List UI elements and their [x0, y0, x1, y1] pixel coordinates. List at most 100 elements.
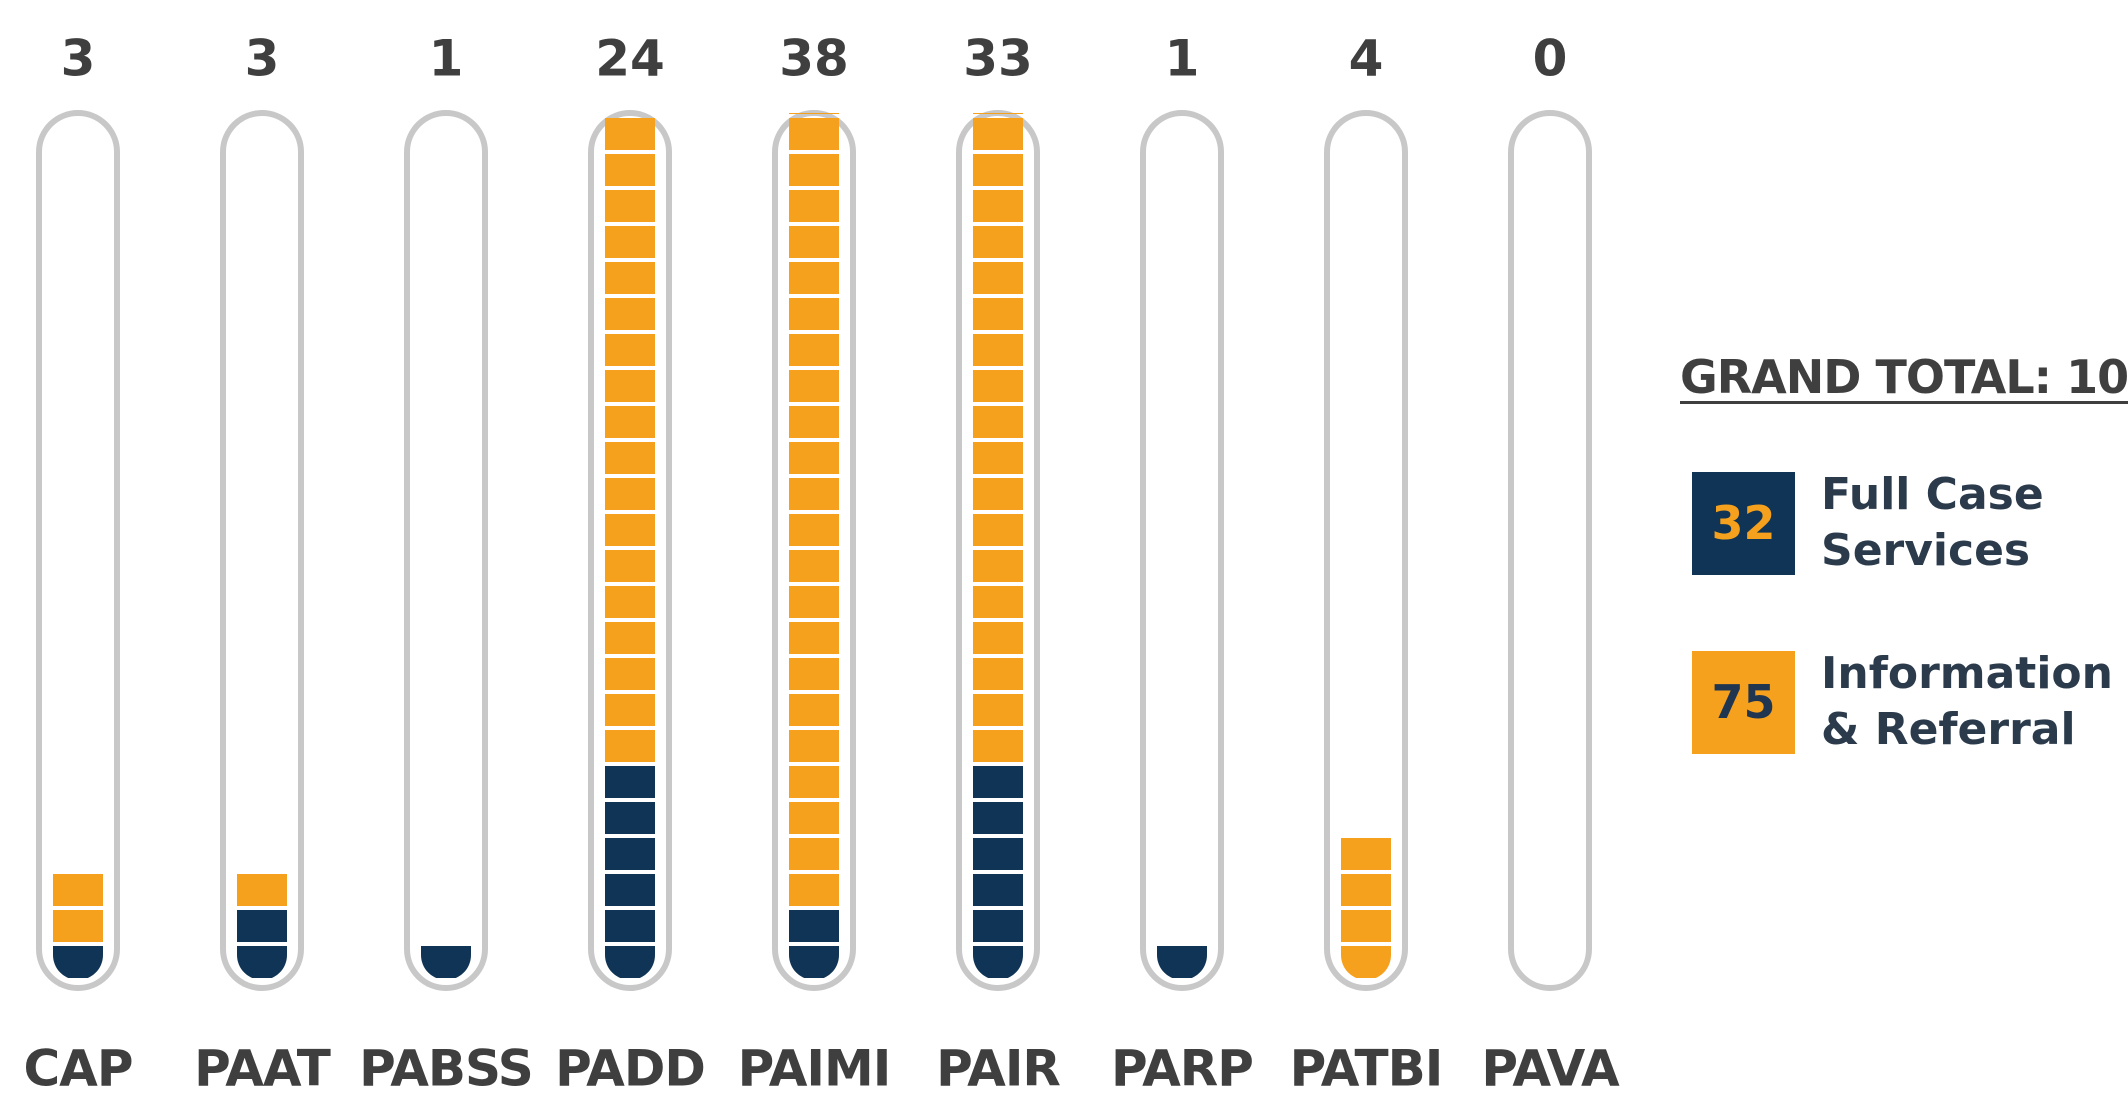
bar-pabss-full-case-services-1: [421, 946, 471, 978]
bar-padd-information-referral-1: [605, 730, 655, 762]
tube-paat: [220, 110, 304, 991]
bar-patbi-information-referral-1: [1341, 946, 1391, 978]
bar-padd-information-referral-18: [605, 118, 655, 150]
bar-patbi-information-referral-3: [1341, 874, 1391, 906]
bar-pair-information-referral-7: [973, 514, 1023, 546]
bar-cap-full-case-services-1: [53, 946, 103, 978]
bar-pair-full-case-services-3: [973, 874, 1023, 906]
totals-layer: 3 3 1 24 38 33 1 4 0: [61, 30, 1568, 88]
bar-pair-information-referral-6: [973, 550, 1023, 582]
bar-padd-information-referral-3: [605, 658, 655, 690]
bar-pair-information-referral-19: [973, 113, 1023, 114]
category-label-paat: PAAT: [194, 1040, 331, 1098]
bar-paat-full-case-services-2: [237, 910, 287, 942]
bar-pair-information-referral-1: [973, 730, 1023, 762]
bar-padd-information-referral-4: [605, 622, 655, 654]
bar-padd-information-referral-5: [605, 586, 655, 618]
category-label-padd: PADD: [555, 1040, 705, 1098]
bar-cap-information-referral-1: [53, 910, 103, 942]
total-label-padd: 24: [595, 30, 665, 88]
bar-padd-information-referral-8: [605, 478, 655, 510]
bar-paat-full-case-services-1: [237, 946, 287, 978]
fill-group-pabss: [421, 946, 471, 978]
fill-group-cap: [53, 874, 103, 978]
fill-group-paat: [237, 874, 287, 978]
fill-group-padd: [605, 118, 655, 978]
bar-pair-information-referral-15: [973, 226, 1023, 258]
bar-pair-information-referral-22: [973, 0, 1023, 6]
category-label-pabss: PABSS: [359, 1040, 533, 1098]
bar-padd-information-referral-14: [605, 262, 655, 294]
bar-paimi-information-referral-9: [789, 586, 839, 618]
bar-paimi-information-referral-2: [789, 838, 839, 870]
bar-paimi-information-referral-11: [789, 514, 839, 546]
legend-label-info-referral: Information & Referral: [1821, 648, 2113, 755]
legend-label-full-case: Full Case Services: [1821, 469, 2044, 576]
fill-group-patbi: [1341, 838, 1391, 978]
bar-pair-information-referral-14: [973, 262, 1023, 294]
bar-padd-information-referral-12: [605, 334, 655, 366]
bar-paimi-information-referral-23: [789, 113, 839, 114]
category-label-parp: PARP: [1111, 1040, 1253, 1098]
bar-pair-full-case-services-2: [973, 910, 1023, 942]
category-label-pava: PAVA: [1481, 1040, 1620, 1098]
bar-padd-information-referral-2: [605, 694, 655, 726]
bar-parp-full-case-services-1: [1157, 946, 1207, 978]
bar-paimi-information-referral-17: [789, 298, 839, 330]
bar-paimi-full-case-services-2: [789, 910, 839, 942]
bar-padd-full-case-services-3: [605, 874, 655, 906]
total-label-paat: 3: [245, 30, 280, 88]
fill-group-pair: [973, 0, 1023, 978]
tube-cap: [36, 110, 120, 991]
total-label-patbi: 4: [1349, 30, 1384, 88]
bar-pair-information-referral-16: [973, 190, 1023, 222]
category-label-cap: CAP: [23, 1040, 132, 1098]
total-label-parp: 1: [1165, 30, 1200, 88]
bar-padd-information-referral-13: [605, 298, 655, 330]
bar-paimi-information-referral-20: [789, 190, 839, 222]
bar-padd-full-case-services-2: [605, 910, 655, 942]
bar-padd-information-referral-15: [605, 226, 655, 258]
bar-paimi-information-referral-14: [789, 406, 839, 438]
total-label-pair: 33: [963, 30, 1033, 88]
bar-padd-information-referral-9: [605, 442, 655, 474]
grand-total-label: GRAND TOTAL: 107: [1680, 350, 2128, 404]
category-label-pair: PAIR: [936, 1040, 1060, 1098]
tube-patbi: [1324, 110, 1408, 991]
bar-padd-full-case-services-4: [605, 838, 655, 870]
bar-paimi-information-referral-7: [789, 658, 839, 690]
bar-pair-information-referral-11: [973, 370, 1023, 402]
bar-patbi-information-referral-4: [1341, 838, 1391, 870]
fill-group-paimi: [789, 113, 839, 978]
bar-pair-information-referral-9: [973, 442, 1023, 474]
bar-padd-information-referral-11: [605, 370, 655, 402]
bar-padd-full-case-services-5: [605, 802, 655, 834]
bar-pair-full-case-services-1: [973, 946, 1023, 978]
bar-paimi-information-referral-13: [789, 442, 839, 474]
bar-pair-information-referral-12: [973, 334, 1023, 366]
category-labels-layer: CAP PAAT PABSS PADD PAIMI PAIR PARP PATBI PAVA: [23, 1040, 1621, 1098]
bar-padd-information-referral-7: [605, 514, 655, 546]
tube-pava: [1508, 110, 1592, 991]
bar-paimi-information-referral-15: [789, 370, 839, 402]
bar-pair-information-referral-5: [973, 586, 1023, 618]
fill-group-parp: [1157, 946, 1207, 978]
total-label-paimi: 38: [779, 30, 849, 88]
total-label-pabss: 1: [429, 30, 464, 88]
bar-paimi-information-referral-10: [789, 550, 839, 582]
category-label-paimi: PAIMI: [738, 1040, 891, 1098]
bar-pair-full-case-services-6: [973, 766, 1023, 798]
bar-paimi-information-referral-5: [789, 730, 839, 762]
bar-paimi-information-referral-18: [789, 262, 839, 294]
bar-patbi-information-referral-2: [1341, 910, 1391, 942]
bar-paimi-information-referral-21: [789, 154, 839, 186]
bar-pair-full-case-services-4: [973, 838, 1023, 870]
bar-pair-information-referral-2: [973, 694, 1023, 726]
bar-paimi-information-referral-6: [789, 694, 839, 726]
tube-pabss: [404, 110, 488, 991]
legend-swatch-info-referral: 75: [1692, 650, 1795, 754]
bar-pair-information-referral-18: [973, 118, 1023, 150]
bar-padd-information-referral-17: [605, 154, 655, 186]
bar-pair-information-referral-4: [973, 622, 1023, 654]
bar-padd-full-case-services-1: [605, 946, 655, 978]
